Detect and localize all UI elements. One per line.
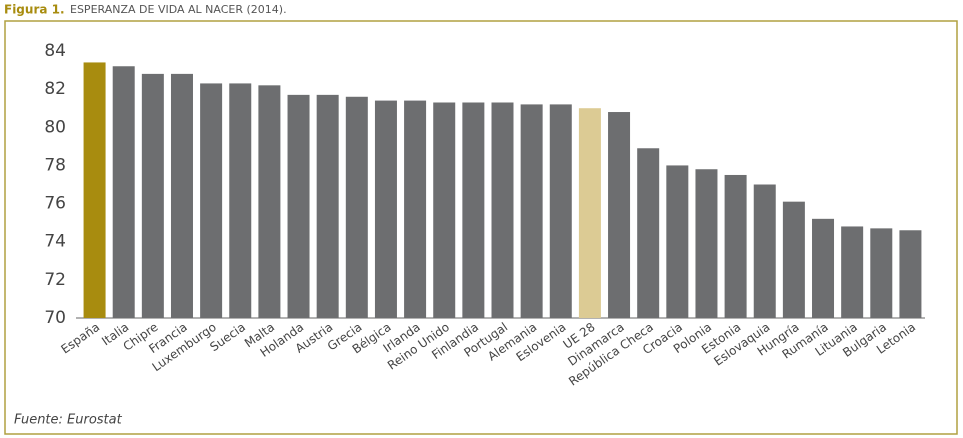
bar [870,228,893,318]
bar [782,201,805,318]
y-tick-label: 80 [44,117,66,137]
chart-title: ESPERANZA DE VIDA AL NACER (2014). [70,3,287,16]
y-tick-label: 84 [44,41,66,61]
figure-number: Figura 1. [4,3,65,17]
bar [695,169,718,318]
bar [841,226,864,318]
y-tick-label: 76 [44,194,66,214]
y-tick-label: 78 [44,155,66,175]
y-tick-label: 70 [44,308,66,328]
bar [316,94,339,318]
bar [404,100,427,318]
bar [491,102,514,318]
bar [374,100,397,318]
bar [753,184,776,318]
bar [899,230,922,318]
bar [287,94,310,318]
bar [812,218,835,318]
bar [141,73,164,318]
bar [666,165,689,318]
bar [462,102,485,318]
bar [433,102,456,318]
bar [578,108,601,318]
frame [4,20,958,435]
y-tick-label: 74 [44,232,66,252]
y-tick-label: 72 [44,270,66,290]
bar [724,174,747,318]
bar [170,73,193,318]
bar [83,62,106,318]
bar [258,85,281,318]
bar [549,104,572,319]
bar [229,83,252,319]
bar [112,66,135,318]
bar [520,104,543,319]
bar [608,112,631,319]
bar [200,83,223,319]
source: Fuente: Eurostat [14,413,123,428]
bar [637,148,660,318]
bar [345,96,368,319]
y-tick-label: 82 [44,79,66,99]
